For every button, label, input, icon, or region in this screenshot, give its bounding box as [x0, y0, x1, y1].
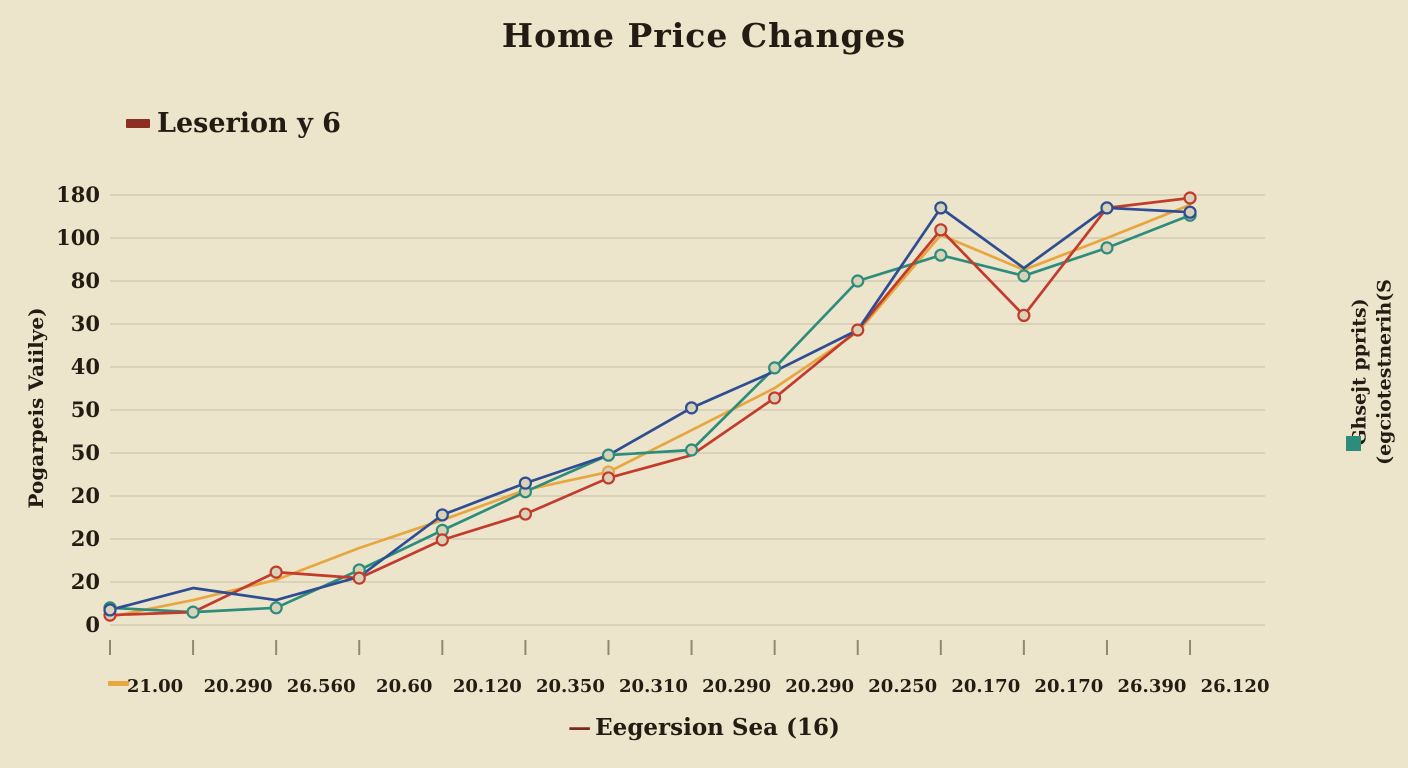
svg-text:30: 30	[71, 311, 100, 336]
svg-text:20.60: 20.60	[376, 676, 432, 697]
svg-text:26.120: 26.120	[1201, 676, 1270, 697]
svg-text:80: 80	[71, 268, 100, 293]
svg-text:20: 20	[71, 483, 100, 508]
y-axis-label: Pogarpeis Vaiilye)	[24, 307, 48, 509]
legend: Leserion y 6	[126, 108, 341, 139]
svg-text:20.290: 20.290	[785, 676, 854, 697]
right-axis-label-line2: (egciotestnerih(S	[1373, 279, 1395, 465]
svg-text:100: 100	[56, 225, 100, 250]
svg-text:20: 20	[71, 526, 100, 551]
x-axis-title-dash: —	[568, 714, 592, 741]
svg-text:20.170: 20.170	[951, 676, 1020, 697]
x-axis-dash-icon	[108, 681, 129, 686]
svg-text:20.120: 20.120	[453, 676, 522, 697]
svg-text:20.290: 20.290	[702, 676, 771, 697]
svg-text:40: 40	[71, 354, 100, 379]
legend-dash-icon	[126, 119, 150, 128]
right-axis-square-icon	[1346, 436, 1361, 451]
svg-text:26.560: 26.560	[287, 676, 356, 697]
svg-text:20.290: 20.290	[204, 676, 273, 697]
legend-label: Leserion y 6	[157, 108, 341, 139]
svg-text:20.170: 20.170	[1034, 676, 1103, 697]
chart-title: Home Price Changes	[501, 16, 907, 55]
svg-text:26.390: 26.390	[1118, 676, 1187, 697]
svg-text:180: 180	[56, 182, 100, 207]
svg-text:20.250: 20.250	[868, 676, 937, 697]
svg-text:20: 20	[71, 569, 100, 594]
svg-text:50: 50	[71, 397, 100, 422]
svg-text:20.350: 20.350	[536, 676, 605, 697]
x-axis-title-text: Eegersion Sea (16)	[595, 714, 840, 741]
svg-text:0: 0	[85, 612, 100, 637]
x-axis-title: — Eegersion Sea (16)	[0, 714, 1408, 741]
svg-text:50: 50	[71, 440, 100, 465]
svg-text:21.00: 21.00	[127, 676, 183, 697]
svg-text:20.310: 20.310	[619, 676, 688, 697]
